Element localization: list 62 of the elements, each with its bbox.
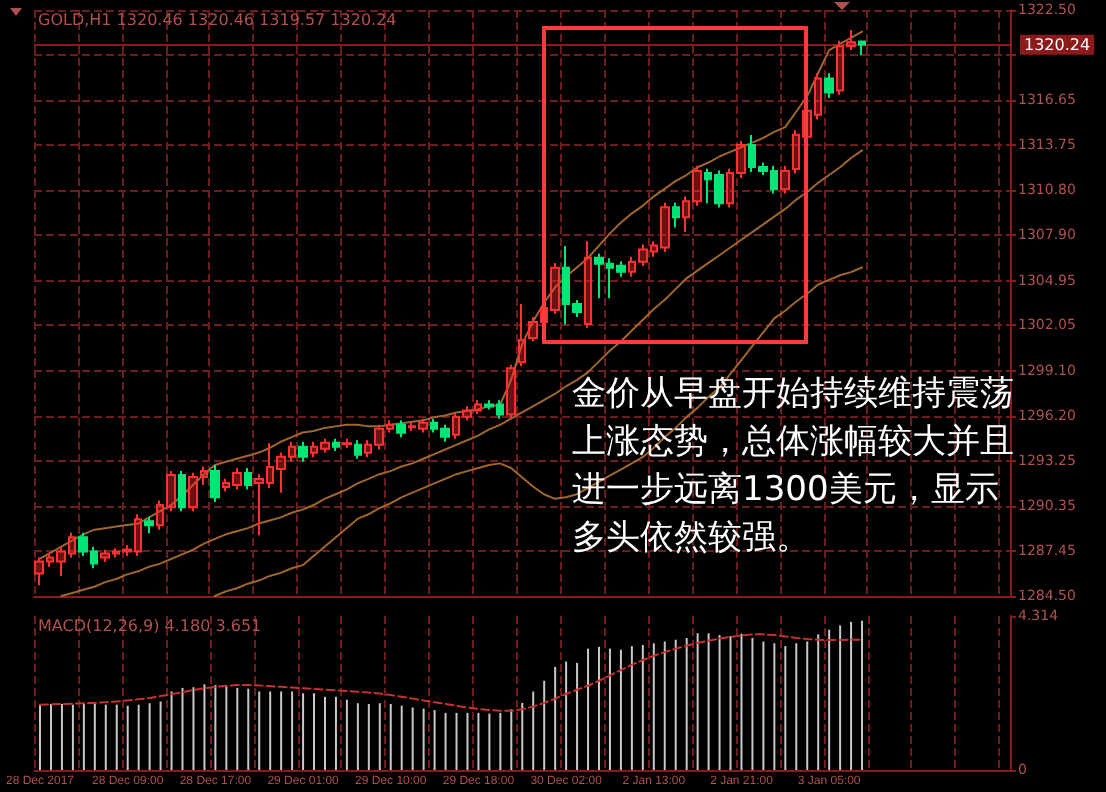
candlestick [418, 417, 428, 434]
chart-title: GOLD,H1 1320.46 1320.46 1319.57 1320.24 [38, 11, 397, 29]
candlestick [298, 440, 308, 463]
candlestick [156, 499, 164, 531]
candlestick [276, 451, 286, 494]
candlestick [628, 255, 636, 278]
candlestick [222, 477, 230, 493]
candlestick [836, 39, 844, 96]
candlestick [682, 195, 690, 234]
candlestick [112, 547, 120, 559]
candlestick [56, 545, 66, 577]
candlestick [462, 405, 472, 422]
candlestick [736, 140, 746, 180]
candlestick [342, 437, 352, 449]
candlestick [100, 548, 110, 564]
candlestick [474, 399, 482, 416]
candlestick [726, 167, 734, 209]
candlestick [266, 442, 274, 490]
candlestick [814, 72, 822, 121]
candlestick [638, 243, 648, 267]
candlestick [188, 471, 198, 513]
candlestick [374, 423, 384, 451]
candlestick [846, 29, 856, 52]
candlestick [386, 419, 394, 434]
candlestick [210, 463, 220, 503]
candlestick [122, 544, 132, 557]
candlestick [792, 129, 800, 175]
candlestick [178, 470, 186, 513]
candlestick [692, 164, 702, 207]
candlestick [396, 419, 406, 439]
line-series [39, 633, 864, 712]
candlestick [550, 261, 560, 315]
candlestick [858, 40, 866, 57]
candlestick [408, 420, 416, 432]
candlestick [672, 201, 680, 229]
candlestick [46, 551, 54, 568]
candlestick [528, 315, 538, 343]
candlestick [134, 513, 142, 557]
candlestick [518, 302, 526, 368]
candlestick [310, 440, 318, 459]
candlestick [332, 437, 340, 453]
candlestick [354, 439, 362, 460]
candlestick [824, 72, 834, 99]
candlestick [660, 201, 670, 254]
candlestick [584, 240, 592, 329]
chart-title: MACD(12,26,9) 4.180 3.651 [38, 617, 262, 635]
candlestick [320, 437, 330, 454]
candlestick [364, 439, 372, 459]
candlestick [452, 411, 460, 440]
candlestick [144, 516, 154, 535]
candlestick [34, 556, 44, 587]
candlestick [200, 465, 208, 486]
candlestick [68, 531, 76, 559]
ref-line-label: 1320.24 [1024, 35, 1091, 54]
candlestick [288, 440, 296, 463]
candlestick [166, 470, 176, 513]
candlestick [232, 467, 242, 491]
candlestick [244, 467, 252, 491]
candlestick [780, 164, 790, 195]
candlestick [650, 240, 658, 258]
candlestick [506, 363, 516, 420]
candlestick [254, 473, 264, 537]
